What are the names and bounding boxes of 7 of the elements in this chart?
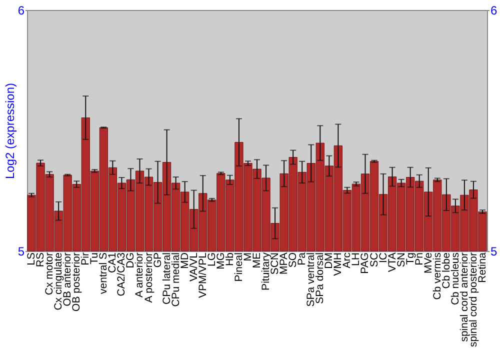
x-tick-label: OB posterior — [70, 252, 83, 312]
y2-tick-label: 6 — [490, 4, 498, 18]
y-axis-title: Log2 (expression) — [2, 82, 17, 180]
y2-tick-label: 5 — [490, 244, 498, 258]
x-tick-label: RS — [34, 252, 47, 268]
x-tick-label: ME — [251, 252, 263, 268]
x-tick-label: Pituitary — [260, 252, 272, 290]
